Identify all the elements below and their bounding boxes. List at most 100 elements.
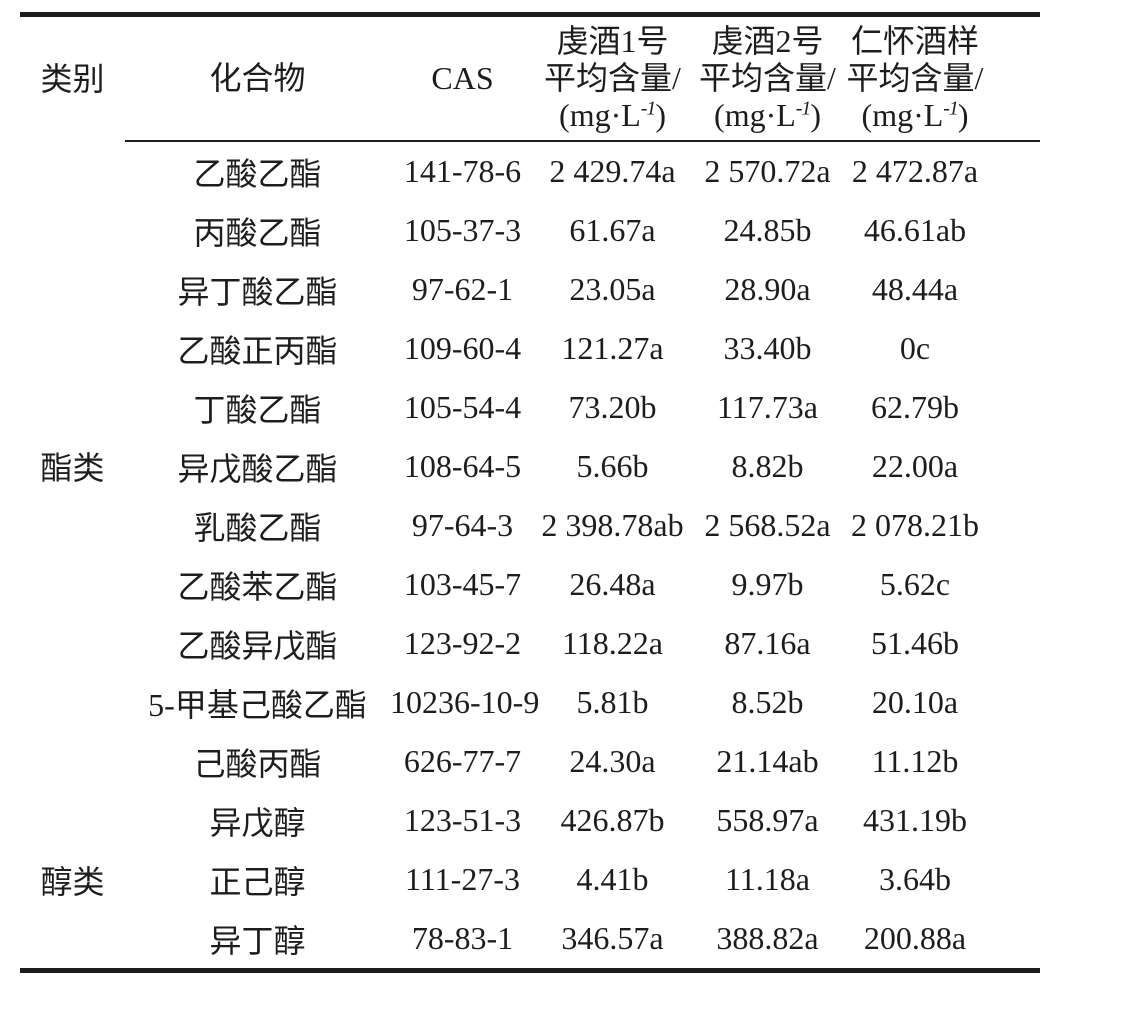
cas-cell: 103-45-7 <box>403 566 522 602</box>
value-cell-sample-3: 3.64b <box>879 861 951 897</box>
cas-cell: 109-60-4 <box>403 330 522 366</box>
header-sample-2: 虔酒2号 平均含量/ (mg·L-1) <box>690 14 845 142</box>
table-row: 己酸丙酯 626-77-7 24.30a 21.14ab 11.12b <box>20 732 1040 791</box>
value-cell-sample-2: 24.85b <box>723 212 812 248</box>
cas-cell: 123-51-3 <box>403 802 522 838</box>
table-row: 丁酸乙酯 105-54-4 73.20b 117.73a 62.79b <box>20 378 1040 437</box>
value-cell-sample-3: 51.46b <box>871 625 959 661</box>
category-cell: 醇类 <box>40 863 105 900</box>
value-cell-sample-3: 0c <box>899 330 931 366</box>
compound-cell: 异戊醇 <box>209 804 306 841</box>
table-row: 乳酸乙酯 97-64-3 2 398.78ab 2 568.52a 2 078.21b <box>20 496 1040 555</box>
sample-2-measure: 平均含量/ <box>699 60 836 96</box>
compound-cell: 丁酸乙酯 <box>193 391 322 428</box>
value-cell-sample-2: 8.52b <box>731 684 804 720</box>
sample-2-name: 虔酒2号 <box>711 23 824 59</box>
value-cell-sample-1: 24.30a <box>569 743 656 779</box>
value-cell-sample-1: 5.66b <box>576 448 649 484</box>
value-cell-sample-2: 2 570.72a <box>704 153 831 189</box>
value-cell-sample-3: 431.19b <box>863 802 967 838</box>
cas-cell: 105-37-3 <box>403 212 522 248</box>
table-row: 醇类 异戊醇 123-51-3 426.87b 558.97a 431.19b <box>20 791 1040 900</box>
value-cell-sample-2: 117.73a <box>716 389 818 425</box>
sample-3-measure: 平均含量/ <box>846 60 984 96</box>
value-cell-sample-3: 5.62c <box>879 566 951 602</box>
cas-cell: 141-78-6 <box>403 153 522 189</box>
compound-cell: 正己醇 <box>209 863 306 900</box>
value-cell-sample-1: 346.57a <box>561 920 664 956</box>
compound-cell: 异戊酸乙酯 <box>177 450 338 487</box>
compound-cell: 乙酸正丙酯 <box>177 332 338 369</box>
compound-table: 类别 化合物 CAS 虔酒1号 平均含量/ (mg·L-1) 虔酒2号 平均含量… <box>20 12 1040 973</box>
cas-cell: 108-64-5 <box>403 448 522 484</box>
sample-1-measure: 平均含量/ <box>544 60 681 96</box>
cas-cell: 105-54-4 <box>403 389 522 425</box>
table-row: 乙酸正丙酯 109-60-4 121.27a 33.40b 0c <box>20 319 1040 378</box>
value-cell-sample-2: 8.82b <box>731 448 804 484</box>
compound-cell: 丙酸乙酯 <box>193 214 322 251</box>
table-row: 酯类 乙酸乙酯 141-78-6 2 429.74a 2 570.72a 2 472.87… <box>20 141 1040 486</box>
cas-cell: 97-62-1 <box>411 271 514 307</box>
header-cas: CAS <box>390 14 535 142</box>
value-cell-sample-3: 20.10a <box>871 684 959 720</box>
value-cell-sample-2: 2 568.52a <box>704 507 831 543</box>
compound-cell: 乳酸乙酯 <box>193 509 322 546</box>
compound-cell: 异丁醇 <box>209 922 306 959</box>
sample-3-unit: (mg·L-1) <box>861 97 969 133</box>
value-cell-sample-3: 46.61ab <box>863 212 967 248</box>
header-sample-1: 虔酒1号 平均含量/ (mg·L-1) <box>535 14 690 142</box>
value-cell-sample-3: 200.88a <box>863 920 967 956</box>
value-cell-sample-2: 33.40b <box>723 330 812 366</box>
cas-cell: 111-27-3 <box>405 861 520 897</box>
value-cell-sample-3: 2 472.87a <box>851 153 979 189</box>
cas-cell: 10236-10-9 <box>390 684 540 720</box>
sample-1-unit: (mg·L-1) <box>559 97 666 133</box>
value-cell-sample-1: 118.22a <box>561 625 663 661</box>
compound-cell: 乙酸异戊酯 <box>177 627 338 664</box>
table-row: 乙酸苯乙酯 103-45-7 26.48a 9.97b 5.62c <box>20 555 1040 614</box>
table-body: 酯类 乙酸乙酯 141-78-6 2 429.74a 2 570.72a 2 472.87… <box>20 141 1040 971</box>
compound-cell: 异丁酸乙酯 <box>177 273 338 310</box>
value-cell-sample-1: 23.05a <box>569 271 656 307</box>
table-row: 异丁酸乙酯 97-62-1 23.05a 28.90a 48.44a <box>20 260 1040 319</box>
value-cell-sample-1: 2 429.74a <box>549 153 676 189</box>
header-row: 类别 化合物 CAS 虔酒1号 平均含量/ (mg·L-1) 虔酒2号 平均含量… <box>20 14 1040 142</box>
header-sample-3: 仁怀酒样 平均含量/ (mg·L-1) <box>845 14 1040 142</box>
compound-cell: 己酸丙酯 <box>193 745 322 782</box>
table-row: 5-甲基己酸乙酯 10236-10-9 5.81b 8.52b 20.10a <box>20 673 1040 732</box>
value-cell-sample-3: 22.00a <box>871 448 959 484</box>
table-row: 丙酸乙酯 105-37-3 61.67a 24.85b 46.61ab <box>20 201 1040 260</box>
table-row: 正己醇 111-27-3 4.41b 11.18a 3.64b <box>20 850 1040 909</box>
value-cell-sample-2: 21.14ab <box>716 743 819 779</box>
value-cell-sample-1: 73.20b <box>568 389 657 425</box>
sample-2-unit: (mg·L-1) <box>714 97 821 133</box>
value-cell-sample-1: 2 398.78ab <box>541 507 684 543</box>
table-row: 异戊酸乙酯 108-64-5 5.66b 8.82b 22.00a <box>20 437 1040 496</box>
value-cell-sample-1: 5.81b <box>576 684 649 720</box>
value-cell-sample-1: 426.87b <box>560 802 665 838</box>
value-cell-sample-2: 9.97b <box>731 566 804 602</box>
sample-1-name: 虔酒1号 <box>556 23 669 59</box>
value-cell-sample-1: 26.48a <box>569 566 656 602</box>
value-cell-sample-2: 28.90a <box>724 271 811 307</box>
value-cell-sample-1: 4.41b <box>576 861 649 897</box>
value-cell-sample-2: 388.82a <box>716 920 819 956</box>
table-row: 乙酸异戊酯 123-92-2 118.22a 87.16a 51.46b <box>20 614 1040 673</box>
cas-cell: 123-92-2 <box>403 625 522 661</box>
compound-cell: 乙酸苯乙酯 <box>177 568 338 605</box>
cas-cell: 626-77-7 <box>403 743 522 779</box>
category-cell: 酯类 <box>40 450 105 486</box>
value-cell-sample-2: 11.18a <box>724 861 810 897</box>
cas-cell: 97-64-3 <box>411 507 514 543</box>
value-cell-sample-1: 61.67a <box>569 212 656 248</box>
compound-cell: 5-甲基己酸乙酯 <box>148 686 367 723</box>
header-compound: 化合物 <box>125 14 390 142</box>
table-header: 类别 化合物 CAS 虔酒1号 平均含量/ (mg·L-1) 虔酒2号 平均含量… <box>20 14 1040 142</box>
cas-cell: 78-83-1 <box>411 920 514 956</box>
value-cell-sample-2: 558.97a <box>716 802 819 838</box>
value-cell-sample-3: 2 078.21b <box>851 507 979 543</box>
value-cell-sample-1: 121.27a <box>561 330 664 366</box>
table-row: 异丁醇 78-83-1 346.57a 388.82a 200.88a <box>20 909 1040 971</box>
value-cell-sample-3: 11.12b <box>871 743 959 779</box>
compound-cell: 乙酸乙酯 <box>193 155 322 192</box>
